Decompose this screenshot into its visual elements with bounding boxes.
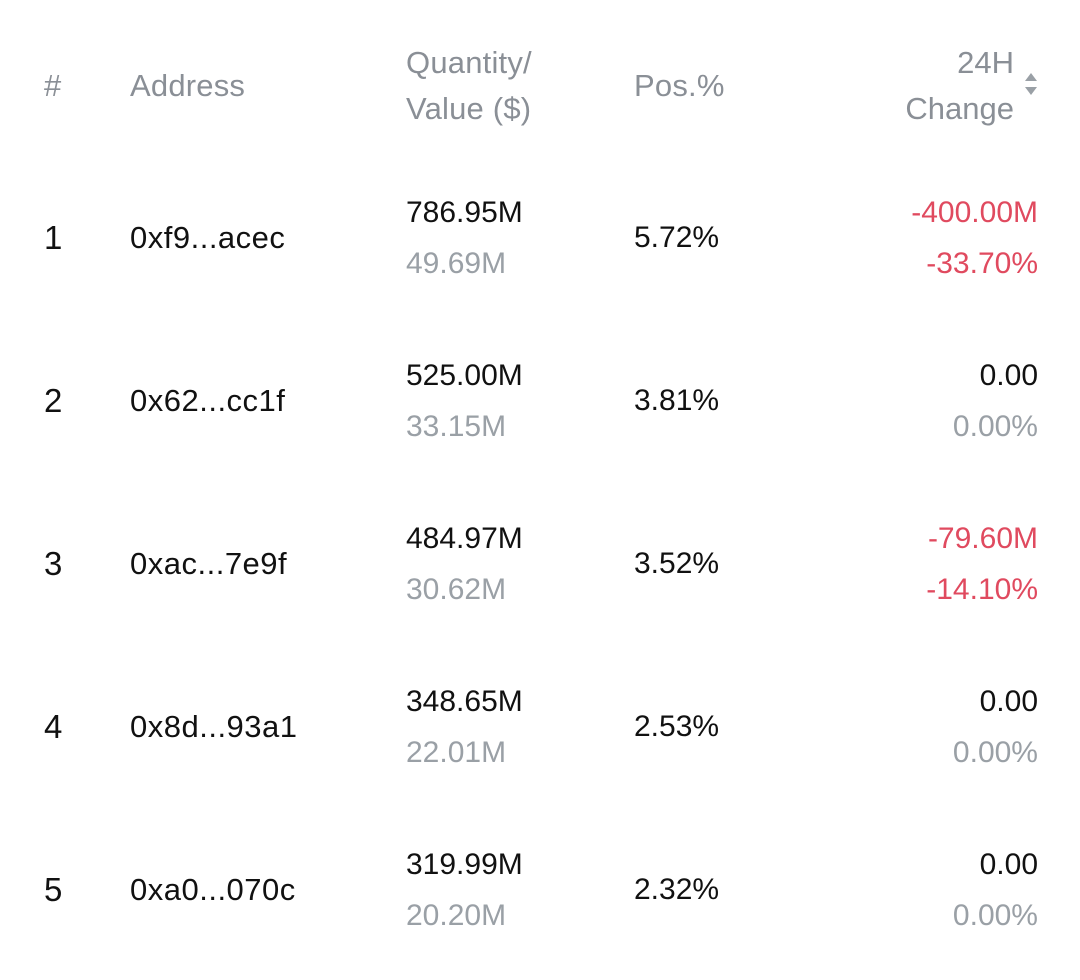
header-quantity-value: Quantity/ Value ($) <box>406 40 532 132</box>
row-quantity: 786.95M <box>406 196 523 229</box>
row-24h-change: 0.00 <box>979 359 1038 392</box>
row-24h-change: 0.00 <box>979 685 1038 718</box>
row-value-usd: 22.01M <box>406 736 507 769</box>
row-quantity: 319.99M <box>406 848 523 881</box>
row-position-percent: 2.32% <box>634 873 720 906</box>
row-24h-change-percent: 0.00% <box>952 736 1038 769</box>
row-quantity: 484.97M <box>406 522 523 555</box>
table-row[interactable]: 1 0xf9...acec 786.95M 49.69M 5.72% -400.… <box>0 165 1080 328</box>
row-position-percent: 5.72% <box>634 221 720 254</box>
row-position-percent: 3.81% <box>634 384 720 417</box>
sort-toggle-icon[interactable] <box>1024 70 1038 98</box>
row-position-percent: 3.52% <box>634 547 720 580</box>
header-24h-change[interactable]: 24H Change <box>905 40 1014 132</box>
row-value-usd: 49.69M <box>406 247 507 280</box>
row-address-link[interactable]: 0x8d...93a1 <box>130 709 298 744</box>
row-rank: 3 <box>44 545 63 582</box>
header-change-line2: Change <box>905 91 1014 126</box>
row-address-link[interactable]: 0x62...cc1f <box>130 383 286 418</box>
table-row[interactable]: 4 0x8d...93a1 348.65M 22.01M 2.53% 0.00 … <box>0 654 1080 817</box>
table-body: 1 0xf9...acec 786.95M 49.69M 5.72% -400.… <box>0 165 1080 980</box>
row-value-usd: 20.20M <box>406 899 507 932</box>
row-24h-change-percent: 0.00% <box>952 899 1038 932</box>
row-position-percent: 2.53% <box>634 710 720 743</box>
row-value-usd: 30.62M <box>406 573 507 606</box>
header-address: Address <box>130 68 246 103</box>
row-rank: 2 <box>44 382 63 419</box>
row-rank: 1 <box>44 219 63 256</box>
row-24h-change: -400.00M <box>911 196 1038 229</box>
row-24h-change-percent: -33.70% <box>926 247 1038 280</box>
row-address-link[interactable]: 0xf9...acec <box>130 220 286 255</box>
table-header: # Address Quantity/ Value ($) Pos.% 24H … <box>0 0 1080 165</box>
header-rank: # <box>44 68 62 103</box>
row-rank: 4 <box>44 708 63 745</box>
header-quantity-line2: Value ($) <box>406 91 532 126</box>
table-row[interactable]: 3 0xac...7e9f 484.97M 30.62M 3.52% -79.6… <box>0 491 1080 654</box>
row-24h-change-percent: 0.00% <box>952 410 1038 443</box>
header-position-percent: Pos.% <box>634 68 725 103</box>
header-quantity-line1: Quantity/ <box>406 45 532 80</box>
row-value-usd: 33.15M <box>406 410 507 443</box>
row-quantity: 348.65M <box>406 685 523 718</box>
row-address-link[interactable]: 0xac...7e9f <box>130 546 288 581</box>
row-24h-change-percent: -14.10% <box>926 573 1038 606</box>
row-quantity: 525.00M <box>406 359 523 392</box>
table-row[interactable]: 5 0xa0...070c 319.99M 20.20M 2.32% 0.00 … <box>0 817 1080 980</box>
table-row[interactable]: 2 0x62...cc1f 525.00M 33.15M 3.81% 0.00 … <box>0 328 1080 491</box>
row-24h-change: 0.00 <box>979 848 1038 881</box>
header-change-line1: 24H <box>957 45 1014 80</box>
row-rank: 5 <box>44 871 63 908</box>
row-24h-change: -79.60M <box>927 522 1038 555</box>
row-address-link[interactable]: 0xa0...070c <box>130 872 296 907</box>
